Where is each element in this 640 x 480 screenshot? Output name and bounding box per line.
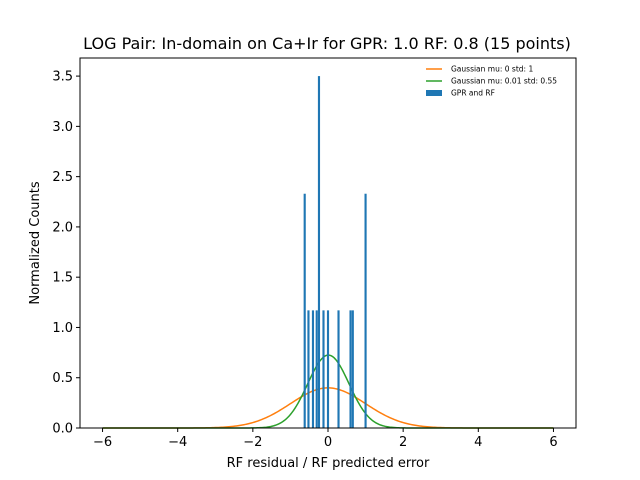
x-tick-label: 2 xyxy=(399,435,407,450)
y-axis-label: Normalized Counts xyxy=(28,181,43,304)
histogram-bar xyxy=(349,310,352,428)
histogram-bar xyxy=(322,310,325,428)
histogram-bar xyxy=(303,193,306,428)
y-tick-label: 3.0 xyxy=(52,120,73,135)
histogram-bar xyxy=(315,310,318,428)
legend-entry: Gaussian mu: 0.01 std: 0.55 xyxy=(451,77,557,86)
x-axis-label: RF residual / RF predicted error xyxy=(227,456,430,471)
histogram-bar xyxy=(364,193,367,428)
histogram-bar xyxy=(311,310,315,428)
x-tick-label: 0 xyxy=(324,435,332,450)
y-tick-label: 2.0 xyxy=(52,220,73,235)
y-tick-label: 1.0 xyxy=(52,321,73,336)
legend-bar-swatch xyxy=(426,90,442,96)
histogram-bar xyxy=(317,76,321,428)
chart-title: LOG Pair: In-domain on Ca+Ir for GPR: 1.… xyxy=(83,34,571,53)
histogram-bar xyxy=(351,310,354,428)
y-tick-label: 0.5 xyxy=(52,371,73,386)
legend-entry: Gaussian mu: 0 std: 1 xyxy=(451,65,533,74)
x-tick-label: −2 xyxy=(243,435,262,450)
x-tick-label: −6 xyxy=(93,435,112,450)
histogram-bar xyxy=(337,310,340,428)
histogram-bar xyxy=(326,310,330,428)
legend: Gaussian mu: 0 std: 1 Gaussian mu: 0.01 s… xyxy=(426,65,557,98)
x-tick-label: −4 xyxy=(168,435,187,450)
x-tick-label: 6 xyxy=(549,435,557,450)
histogram-bar xyxy=(307,310,310,428)
x-tick-label: 4 xyxy=(474,435,482,450)
y-tick-label: 1.5 xyxy=(52,271,73,286)
y-tick-label: 3.5 xyxy=(52,70,73,85)
tick-group: −6 −4 −2 0 2 4 6 0.0 0.5 1.0 1.5 2.0 2.5 3.0 3.5 xyxy=(52,70,557,450)
y-tick-label: 0.0 xyxy=(52,422,73,437)
legend-entry: GPR and RF xyxy=(451,89,495,98)
y-tick-label: 2.5 xyxy=(52,170,73,185)
